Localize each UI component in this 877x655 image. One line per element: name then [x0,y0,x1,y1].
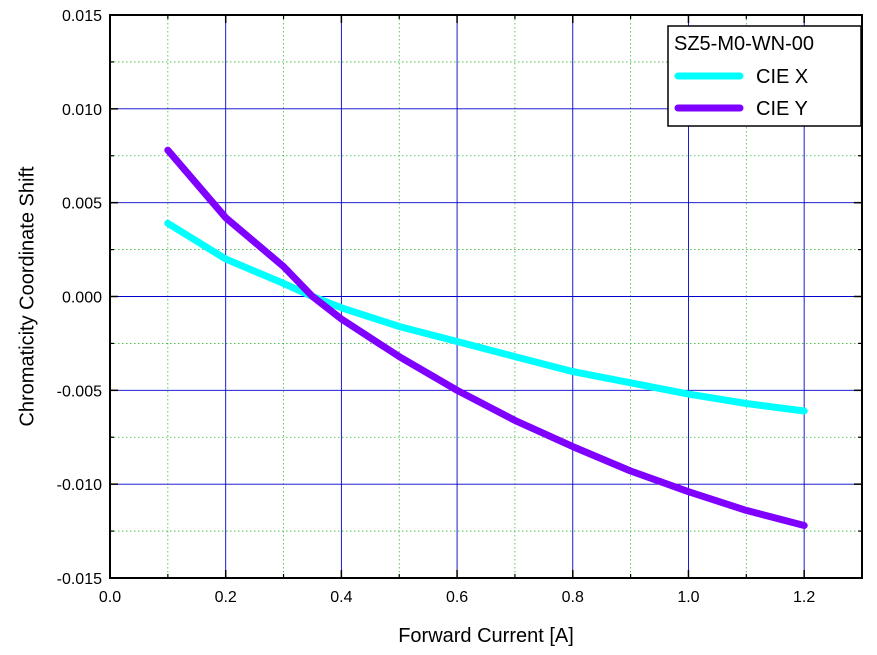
x-tick-label: 0.2 [215,589,237,606]
y-tick-label: -0.015 [57,571,102,588]
x-tick-label: 0.8 [562,589,584,606]
series-layer [164,146,808,529]
y-tick-labels: -0.015 -0.010 -0.005 0.000 0.005 0.010 0.015 [57,8,102,588]
legend: SZ5-M0-WN-00 CIE X CIE Y [667,25,862,127]
legend-label-cie-y: CIE Y [756,98,808,120]
legend-label-cie-x: CIE X [756,66,808,88]
ticks [109,14,862,579]
x-tick-label: 0.0 [99,589,121,606]
x-tick-label: 0.4 [330,589,352,606]
y-tick-label: 0.015 [62,8,102,25]
y-tick-label: 0.000 [62,290,102,307]
x-tick-labels: 0.0 0.2 0.4 0.6 0.8 1.0 1.2 [99,589,815,606]
x-tick-label: 1.0 [677,589,699,606]
y-tick-label: 0.010 [62,102,102,119]
legend-title: SZ5-M0-WN-00 [674,33,814,55]
y-tick-label: -0.010 [57,477,102,494]
y-axis-title: Chromaticity Coordinate Shift [16,166,38,427]
series-line-cie-y [164,146,808,529]
x-tick-label: 1.2 [793,589,815,606]
y-tick-label: -0.005 [57,383,102,400]
legend-items: CIE X CIE Y [674,66,808,120]
series-line-cie-x [164,219,808,415]
x-tick-label: 0.6 [446,589,468,606]
y-tick-label: 0.005 [62,196,102,213]
x-axis-title: Forward Current [A] [398,625,574,647]
